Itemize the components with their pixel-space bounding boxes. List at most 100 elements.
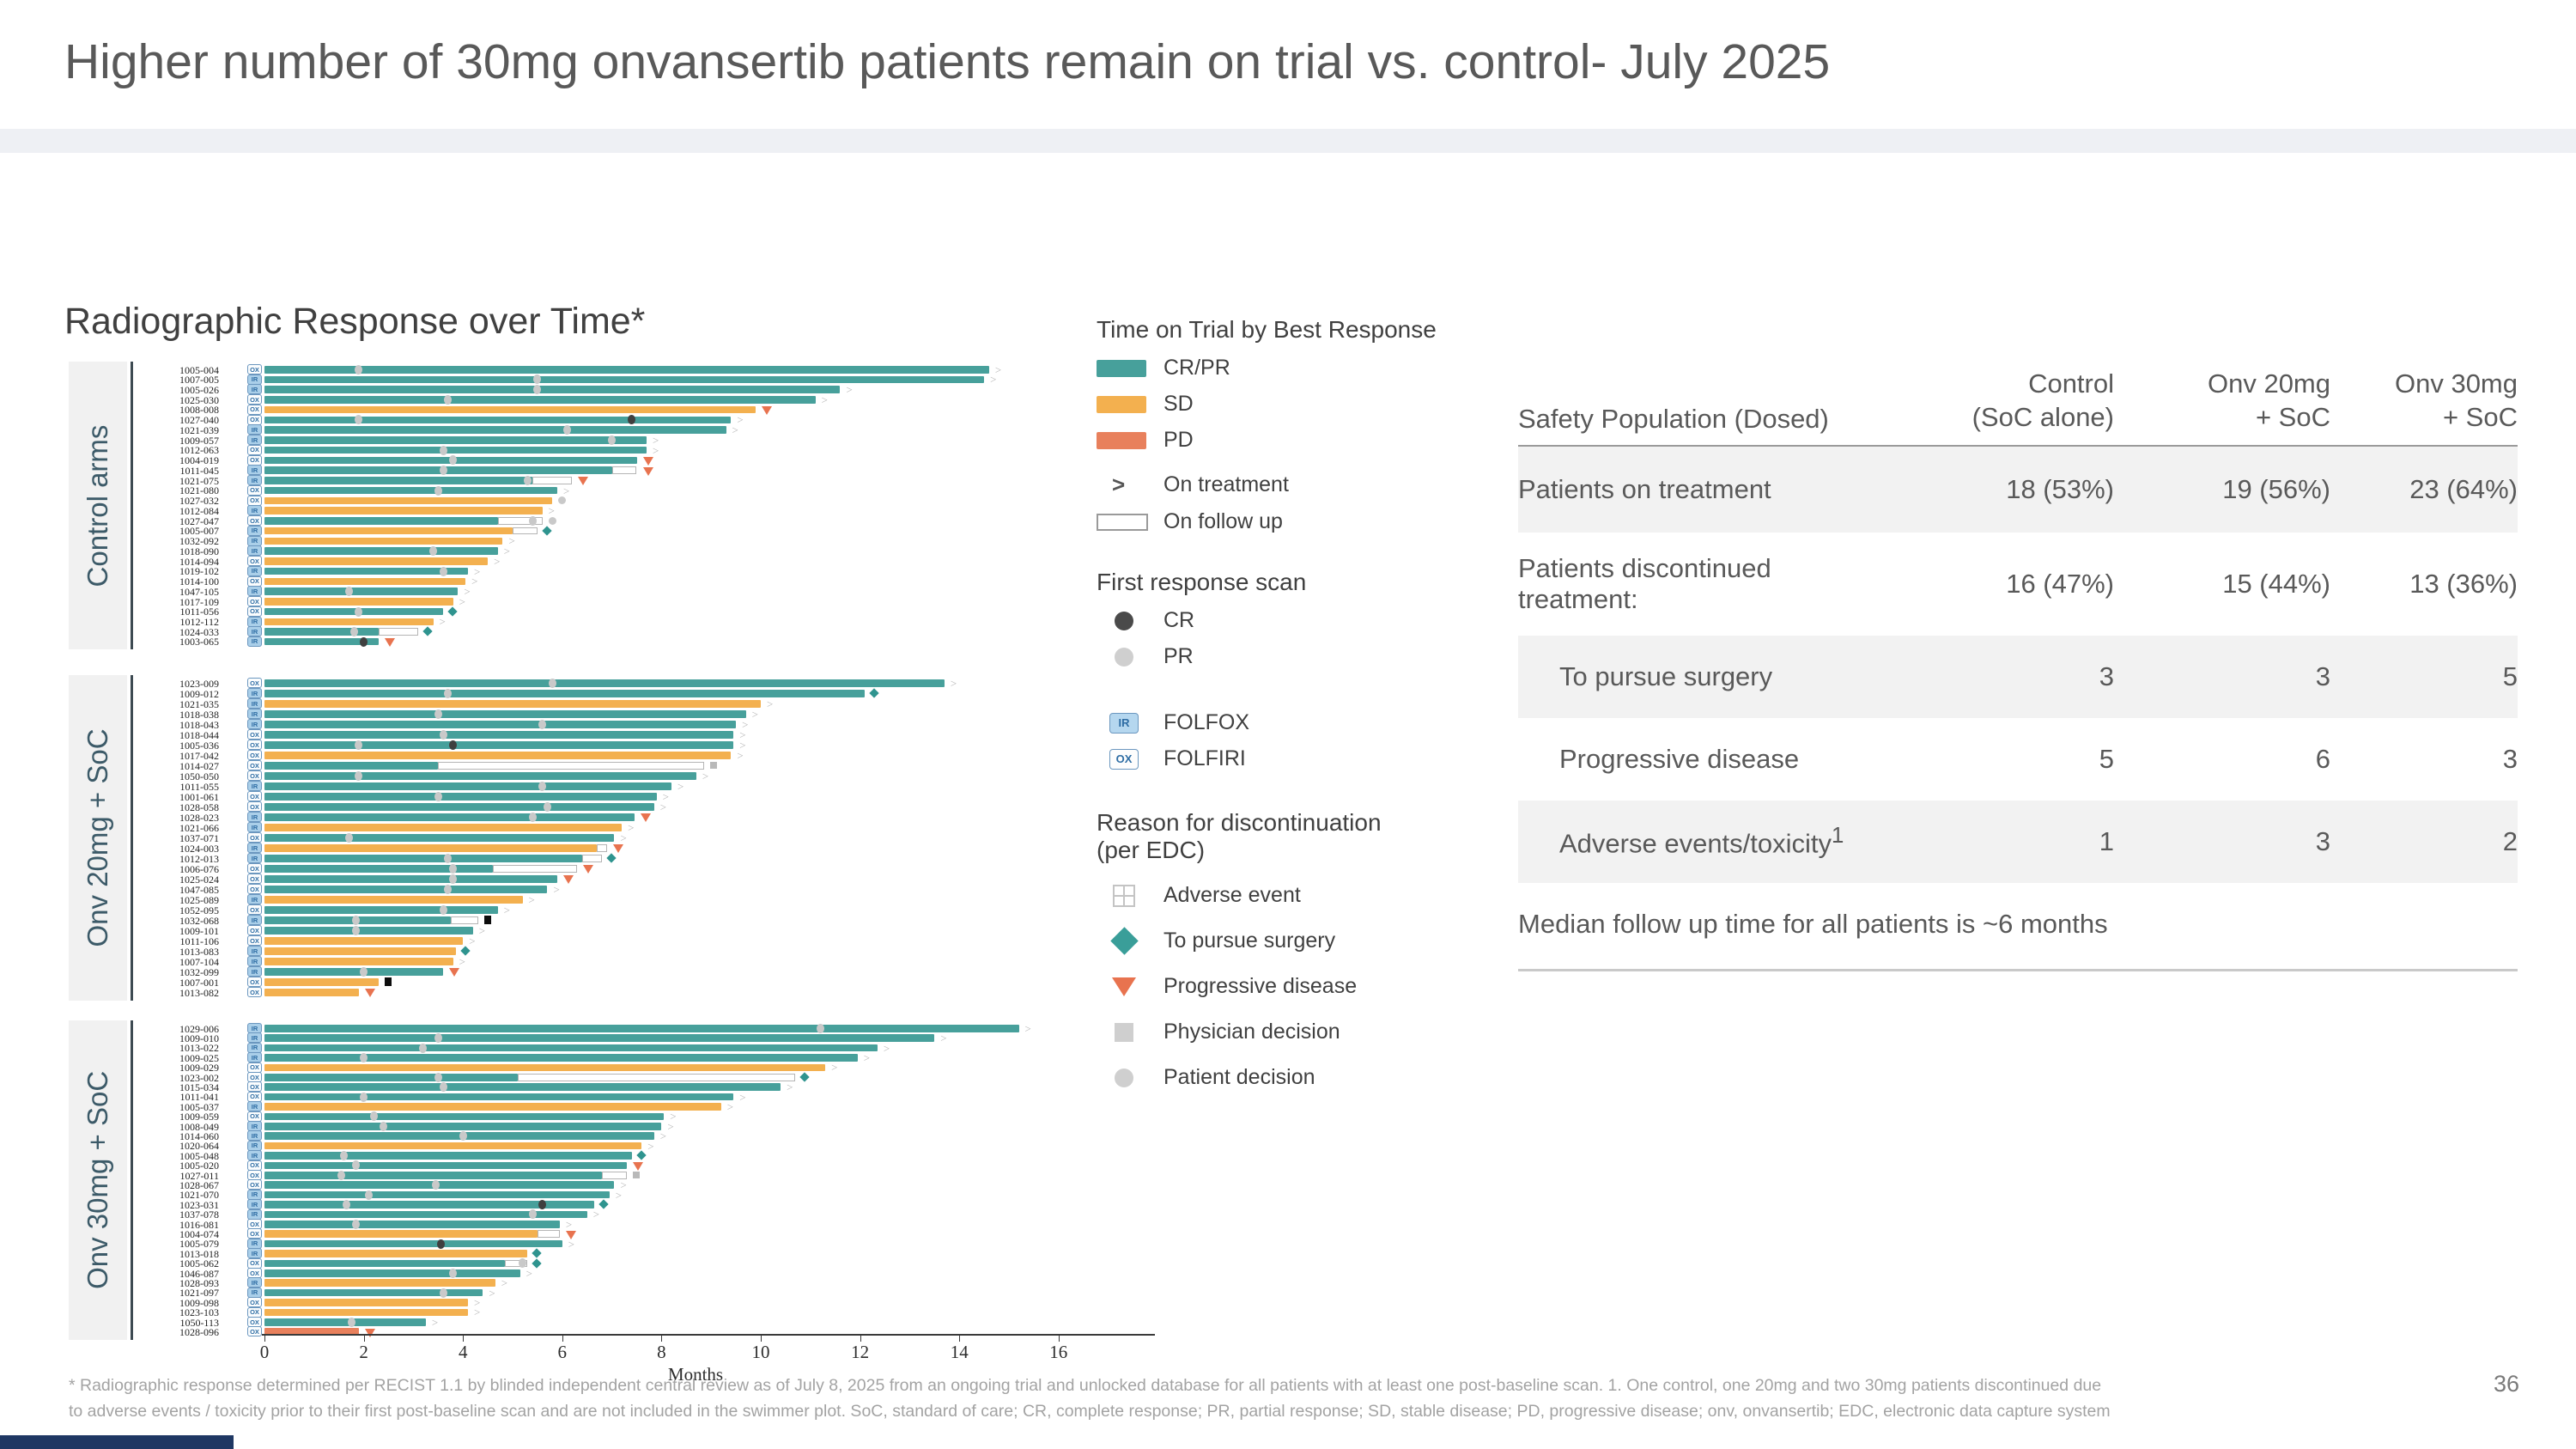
x-axis-line [262, 1334, 1155, 1336]
response-bar [264, 731, 734, 739]
on-treatment-arrow-marker: > [726, 1099, 734, 1113]
patient-id-label: 1020-064 [179, 1140, 219, 1153]
response-bar [264, 844, 598, 852]
legend-item-progressive-disease: Progressive disease [1097, 974, 1492, 999]
regimen-badge: IR [247, 1130, 262, 1142]
first-scan-marker-pr [439, 566, 447, 576]
followup-bar [611, 466, 637, 474]
on-treatment-arrow-marker: > [501, 1276, 508, 1290]
regimen-badge: IR [247, 1023, 262, 1033]
surgery-marker [422, 626, 433, 637]
regimen-badge: IR [247, 424, 262, 435]
progressive-disease-marker [364, 1328, 375, 1337]
first-scan-marker-pr [528, 515, 537, 526]
response-bar [264, 803, 654, 811]
response-bar [264, 834, 615, 842]
pr-dot-icon [1097, 647, 1151, 667]
response-bar [264, 813, 635, 821]
surgery-marker [598, 1199, 610, 1210]
patient-id-label: 1025-030 [179, 393, 219, 406]
response-bar [264, 906, 498, 914]
regimen-badge: OX [247, 394, 262, 405]
response-bar [264, 1259, 506, 1268]
patient-id-label: 1009-029 [179, 1062, 219, 1075]
on-treatment-arrow-marker: > [473, 1295, 481, 1309]
regimen-badge: IR [247, 374, 262, 385]
progressive-disease-marker [640, 813, 651, 823]
first-scan-marker-pr [360, 1092, 368, 1102]
patient-id-label: 1011-055 [179, 780, 219, 793]
on-treatment-arrow-marker: > [503, 903, 510, 916]
regimen-badge: IR [247, 946, 262, 956]
first-scan-marker-pr [355, 740, 363, 750]
table-header-onv30: Onv 30mg + SoC [2394, 368, 2518, 432]
patient-id-label: 1014-027 [179, 759, 219, 772]
surgery-marker [869, 688, 880, 698]
response-bar [264, 1201, 595, 1209]
patient-decision-marker [548, 516, 556, 525]
regimen-badge: IR [247, 616, 262, 627]
first-scan-marker-pr [533, 374, 542, 385]
followup-bar [438, 762, 704, 770]
on-treatment-arrow-marker: > [464, 585, 471, 599]
on-treatment-arrow-marker: > [767, 697, 774, 710]
patient-id-label: 1028-058 [179, 801, 219, 813]
response-bar [264, 607, 444, 616]
patient-id-label: 1021-070 [179, 1189, 219, 1202]
response-bar [264, 1230, 538, 1238]
patient-id-label: 1012-063 [179, 444, 219, 457]
first-scan-marker-pr [444, 884, 453, 894]
table-row-on-treatment: Patients on treatment 18 (53%) 19 (56%) … [1518, 446, 2518, 533]
patient-id-label: 1011-041 [179, 1091, 219, 1104]
patient-id-label: 1023-009 [179, 677, 219, 690]
crpr-swatch-icon [1097, 359, 1151, 377]
first-scan-marker-pr [548, 678, 556, 688]
on-treatment-arrow-marker: > [473, 1306, 481, 1319]
first-scan-marker-pr [434, 1072, 442, 1082]
response-bar [264, 710, 746, 718]
patient-id-label: 1047-105 [179, 585, 219, 598]
patient-id-label: 1014-060 [179, 1129, 219, 1142]
on-treatment-arrow-marker: > [831, 1061, 838, 1075]
regimen-badge: IR [247, 1032, 262, 1044]
arm-axis-spine [131, 675, 133, 1001]
regimen-badge: IR [247, 435, 262, 446]
regimen-badge: OX [247, 987, 262, 997]
response-bar [264, 1269, 520, 1277]
regimen-badge: IR [247, 1042, 262, 1053]
legend-item-pr: PR [1097, 644, 1492, 669]
patient-id-label: 1018-090 [179, 545, 219, 557]
response-bar [264, 793, 657, 801]
legend-item-surgery: To pursue surgery [1097, 927, 1492, 955]
regimen-badge: IR [247, 688, 262, 698]
patient-id-label: 1011-056 [179, 606, 219, 618]
progressive-disease-marker [565, 1230, 576, 1239]
followup-bar [581, 855, 603, 862]
adverse-event-marker [483, 916, 491, 925]
progressive-disease-triangle-icon [1097, 977, 1151, 996]
on-treatment-arrow-marker: > [469, 934, 476, 947]
on-treatment-arrow-marker: > [659, 800, 667, 813]
first-scan-marker-cr [628, 415, 636, 425]
first-scan-marker-pr [344, 587, 353, 597]
response-bar [264, 1063, 826, 1072]
surgery-marker [542, 526, 552, 536]
response-bar [264, 537, 503, 545]
first-scan-marker-cr [436, 1239, 445, 1249]
response-bar [264, 927, 473, 935]
folfiri-badge-icon: OX [1097, 748, 1151, 770]
x-axis-tick [1058, 1336, 1060, 1342]
on-treatment-arrow-marker: > [670, 1110, 677, 1123]
response-bar [264, 1044, 878, 1052]
x-axis-tick [661, 1336, 663, 1342]
patient-id-label: 1011-106 [179, 935, 219, 947]
first-scan-marker-pr [434, 1033, 442, 1044]
response-bar [264, 436, 647, 444]
on-treatment-arrow-marker: > [737, 413, 744, 427]
response-bar [264, 782, 671, 790]
patient-id-label: 1014-094 [179, 555, 219, 568]
on-treatment-arrow-marker: > [950, 676, 957, 690]
patient-id-label: 1012-084 [179, 504, 219, 517]
response-bar [264, 1172, 603, 1179]
first-scan-marker-pr [538, 719, 547, 729]
